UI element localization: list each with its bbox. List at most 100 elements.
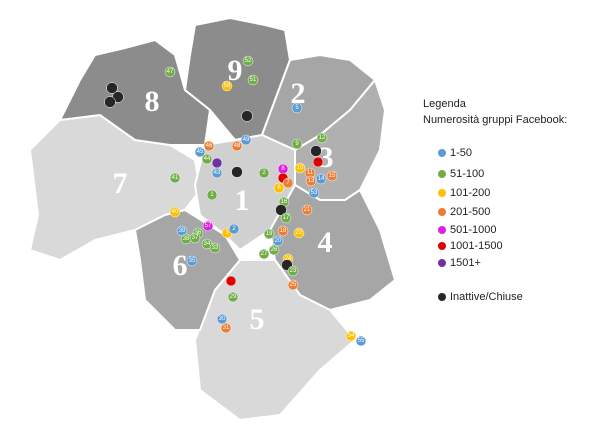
marker xyxy=(273,182,285,194)
marker xyxy=(287,279,299,291)
marker xyxy=(202,220,214,232)
marker-label: 27 xyxy=(261,251,268,257)
marker-label: 43 xyxy=(214,170,221,176)
marker xyxy=(186,255,198,267)
legend-swatch xyxy=(438,242,446,250)
zone-number: 6 xyxy=(173,249,188,282)
marker xyxy=(169,172,181,184)
marker-label: 40 xyxy=(172,209,179,215)
legend-label: 1001-1500 xyxy=(450,240,503,252)
marker xyxy=(106,82,118,94)
marker-label: 55 xyxy=(358,338,365,344)
marker xyxy=(231,166,243,178)
marker-label: 18 xyxy=(280,228,287,234)
marker xyxy=(263,228,275,240)
marker xyxy=(291,102,303,114)
zone-number: 5 xyxy=(250,303,265,336)
marker-label: 3 xyxy=(225,230,229,236)
marker xyxy=(211,167,223,179)
marker xyxy=(169,206,181,218)
marker-label: 34 xyxy=(204,241,211,247)
legend-title: Legenda xyxy=(423,98,467,110)
marker xyxy=(294,162,306,174)
marker xyxy=(315,173,327,185)
marker xyxy=(231,140,243,152)
legend: 1-50 51-100 101-200 201-500 501-1000 1001-150… xyxy=(438,147,523,303)
marker-label: 57 xyxy=(205,223,212,229)
marker xyxy=(201,153,213,165)
marker xyxy=(209,242,221,254)
marker xyxy=(345,330,357,342)
marker xyxy=(258,167,270,179)
marker xyxy=(293,227,305,239)
marker-label: 12 xyxy=(319,135,326,141)
marker xyxy=(164,66,176,78)
marker-label: 6 xyxy=(277,185,281,191)
marker-label: 54 xyxy=(348,333,355,339)
marker-label: 53 xyxy=(311,190,318,196)
marker xyxy=(221,80,233,92)
marker-label: 7 xyxy=(286,180,290,186)
marker-label: 52 xyxy=(245,58,252,64)
marker-label: 26 xyxy=(271,247,278,253)
marker xyxy=(216,313,228,325)
legend-label: 201-500 xyxy=(450,206,490,218)
marker-label: 58 xyxy=(224,83,231,89)
legend-subtitle: Numerosità gruppi Facebook: xyxy=(423,114,567,126)
marker xyxy=(308,187,320,199)
marker xyxy=(301,204,313,216)
marker xyxy=(206,189,218,201)
marker-label: 35 xyxy=(189,258,196,264)
legend-label: Inattive/Chiuse xyxy=(450,291,523,303)
marker xyxy=(282,177,294,189)
marker-label: 5 xyxy=(295,105,299,111)
marker xyxy=(194,146,206,158)
zone-number: 2 xyxy=(291,77,306,110)
marker xyxy=(268,244,280,256)
marker xyxy=(291,138,303,150)
marker xyxy=(220,322,232,334)
marker-label: 2 xyxy=(232,226,236,232)
marker xyxy=(241,110,253,122)
marker-label: 48 xyxy=(234,143,241,149)
marker-label: 23 xyxy=(290,268,297,274)
legend-swatch xyxy=(438,189,446,197)
marker xyxy=(228,223,240,235)
marker-label: 51 xyxy=(250,77,257,83)
zone-number: 4 xyxy=(318,226,333,259)
marker-label: 25 xyxy=(290,282,297,288)
zone-number: 3 xyxy=(319,141,334,174)
legend-swatch xyxy=(438,293,446,301)
marker-label: 49 xyxy=(243,137,250,143)
legend-label: 51-100 xyxy=(450,168,484,180)
marker-label: 1 xyxy=(210,192,214,198)
marker xyxy=(211,157,223,169)
marker-label: 11 xyxy=(307,170,314,176)
marker xyxy=(240,134,252,146)
marker-label: 13 xyxy=(308,178,315,184)
marker-label: 16 xyxy=(281,199,288,205)
marker-label: 21 xyxy=(304,207,311,213)
marker xyxy=(287,265,299,277)
marker-label: 39 xyxy=(179,228,186,234)
marker-label: 38 xyxy=(183,236,190,242)
marker xyxy=(326,170,338,182)
zone-number: 1 xyxy=(235,184,250,217)
marker xyxy=(258,248,270,260)
marker-label: 47 xyxy=(167,69,174,75)
marker-label: 36 xyxy=(195,230,202,236)
marker-label: 15 xyxy=(329,173,336,179)
marker xyxy=(227,291,239,303)
marker xyxy=(275,204,287,216)
marker-label: 14 xyxy=(318,176,325,182)
marker xyxy=(242,55,254,67)
marker-label: 33 xyxy=(212,245,219,251)
marker xyxy=(310,145,322,157)
zone-number: 9 xyxy=(228,54,243,87)
marker-label: 8 xyxy=(281,166,285,172)
marker xyxy=(247,74,259,86)
marker-label: 10 xyxy=(297,165,304,171)
marker-label: 20 xyxy=(275,238,282,244)
marker-label: 45 xyxy=(197,149,204,155)
marker-label: 41 xyxy=(172,175,179,181)
